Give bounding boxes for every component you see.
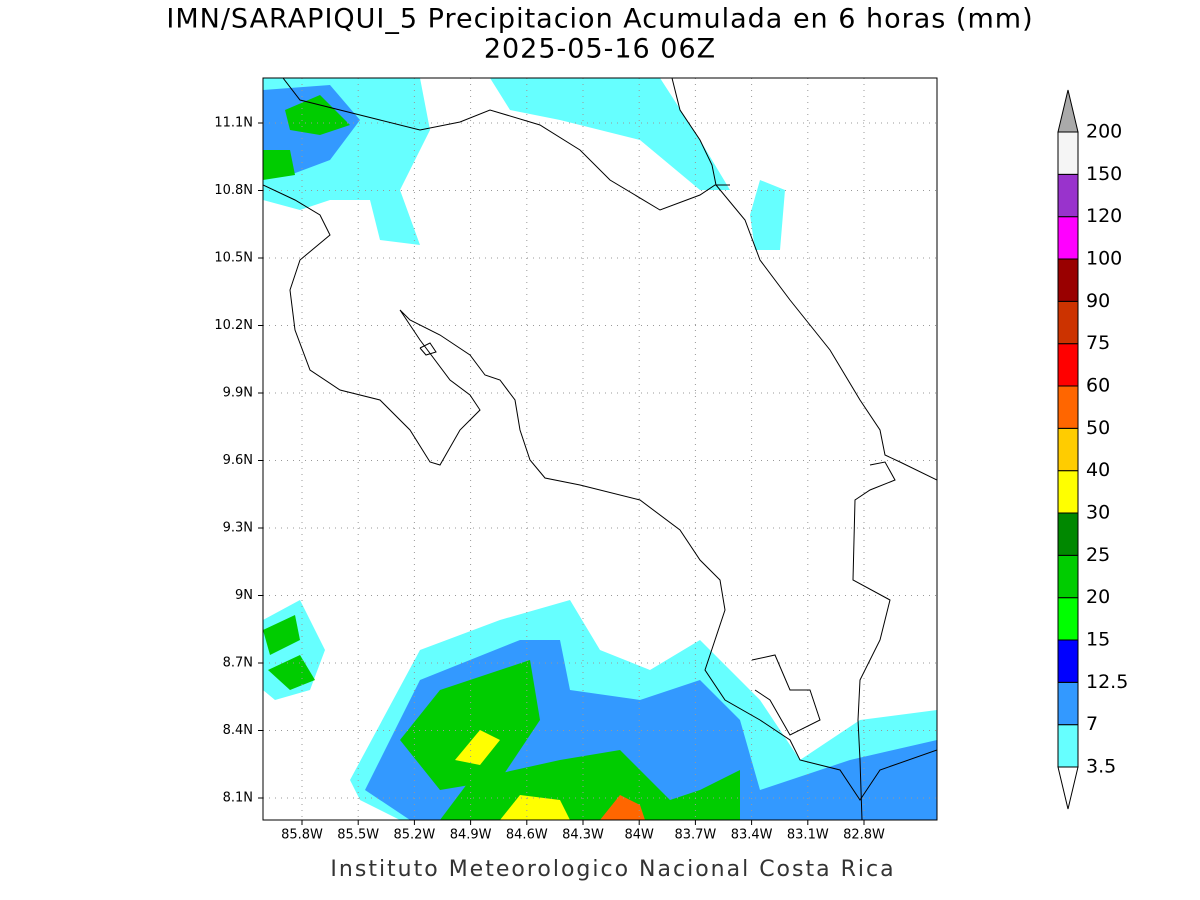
colorbar-label: 7 [1086,713,1098,735]
colorbar-high-arrow [1057,89,1079,133]
colorbar-box [1057,724,1079,768]
lon-label: 83.7W [674,828,716,843]
lat-label: 9.6N [223,453,253,468]
lat-label: 8.4N [223,723,253,738]
caribbean-coast [671,78,937,481]
precip-area [500,795,570,820]
map-frame [262,77,938,821]
lat-label: 9.9N [223,386,253,401]
lat-label: 8.7N [223,656,253,671]
precip-area [455,730,500,765]
colorbar-box [1057,554,1079,599]
colorbar-box [1057,216,1079,260]
subtitle: 2025-05-16 06Z [484,34,716,65]
precip-area [263,615,300,655]
colorbar-box [1057,173,1079,218]
island [419,342,437,356]
colorbar-box [1057,258,1079,302]
colorbar-box [1057,427,1079,472]
title: IMN/SARAPIQUI_5 Precipitacion Acumulada … [166,4,1033,35]
colorbar-label: 20 [1086,586,1110,608]
precip-area [263,150,295,180]
colorbar-box [1057,385,1079,429]
colorbar-box [1057,597,1079,641]
lon-label: 83.4W [731,828,773,843]
colorbar-label: 15 [1086,629,1110,651]
border-nicaragua [282,78,730,211]
lon-label: 82.8W [843,828,885,843]
lat-label: 10.2N [214,318,253,333]
colorbar-box [1057,639,1079,683]
precip-area [750,180,785,250]
colorbar-label: 3.5 [1086,756,1116,778]
precip-area [490,78,730,190]
lat-label: 10.5N [214,251,253,266]
precip-area [268,655,315,690]
colorbar-low-arrow [1057,766,1079,810]
precip-area [600,795,645,820]
precip-fields [263,78,937,820]
coastlines [263,78,937,820]
colorbar-box [1057,300,1079,345]
lon-label: 83.1W [787,828,829,843]
colorbar-box [1057,343,1079,387]
lon-label: 84.9W [450,828,492,843]
colorbar-label: 40 [1086,459,1110,481]
lat-label: 9N [235,588,253,603]
colorbar-label: 60 [1086,375,1110,397]
lon-label: 85.8W [281,828,323,843]
colorbar-label: 200 [1086,121,1122,143]
lat-label: 9.3N [223,521,253,536]
colorbar-box [1057,512,1079,556]
colorbar-label: 30 [1086,502,1110,524]
precip-area [285,95,350,135]
colorbar-label: 100 [1086,248,1122,270]
colorbar-label: 150 [1086,163,1122,185]
lon-label: 84W [624,828,654,843]
lon-label: 85.5W [337,828,379,843]
colorbar-box [1057,470,1079,514]
lat-label: 10.8N [214,183,253,198]
colorbar-label: 75 [1086,332,1110,354]
lat-label: 8.1N [223,791,253,806]
colorbar-label: 90 [1086,290,1110,312]
lon-label: 84.6W [506,828,548,843]
grid [258,78,937,825]
colorbar-label: 50 [1086,417,1110,439]
colorbar-box [1057,681,1079,726]
footer: Instituto Meteorologico Nacional Costa R… [330,857,895,882]
map-area [258,77,938,825]
osa-peninsula [751,654,821,736]
lon-label: 84.3W [562,828,604,843]
colorbar: 3.5 7 12.5 15 20 25 30 40 50 60 75 90 100 120 150 200 [1057,89,1128,810]
colorbar-box [1057,131,1079,175]
pacific-coast [263,184,937,801]
colorbar-label: 12.5 [1086,671,1128,693]
lat-label: 11.1N [214,116,253,131]
colorbar-label: 25 [1086,544,1110,566]
precip-area [400,660,540,790]
lon-label: 85.2W [393,828,435,843]
border-panama [852,461,896,820]
colorbar-label: 120 [1086,205,1122,227]
